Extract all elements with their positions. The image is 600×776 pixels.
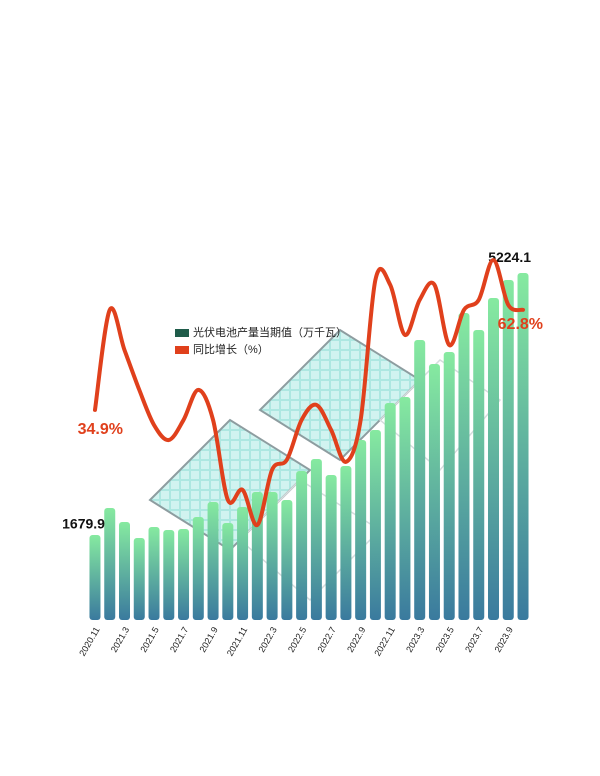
bar	[384, 402, 396, 620]
data-label: 1679.9	[62, 516, 105, 532]
bar	[340, 465, 352, 620]
legend-label: 光伏电池产量当期值（万千瓦）	[193, 325, 347, 339]
bar	[458, 312, 470, 620]
bar	[310, 459, 322, 620]
x-tick-label: 2021.11	[225, 625, 250, 658]
bar	[502, 280, 514, 620]
x-tick-label: 2022.5	[286, 625, 308, 654]
x-tick-label: 2022.3	[256, 625, 278, 654]
bar	[119, 521, 130, 620]
bar	[399, 397, 411, 620]
bar	[89, 535, 101, 620]
bar	[296, 470, 308, 620]
bar	[414, 340, 426, 620]
legend-label: 同比增长（%）	[193, 342, 269, 356]
x-tick-label: 2021.5	[138, 625, 160, 654]
x-tick-label: 2021.7	[168, 625, 190, 654]
bar	[325, 474, 337, 620]
bar	[266, 491, 278, 620]
bar	[222, 523, 234, 620]
x-tick-label: 2020.11	[77, 625, 102, 658]
x-tick-label: 2023.3	[404, 625, 426, 654]
bar	[104, 508, 116, 620]
x-tick-label: 2023.9	[493, 625, 515, 654]
bar	[163, 529, 175, 620]
bar	[488, 297, 499, 620]
bar	[517, 273, 529, 620]
bar	[133, 537, 145, 620]
bar	[443, 351, 455, 620]
x-tick-label: 2022.11	[372, 625, 397, 658]
bar	[355, 440, 367, 620]
data-label: 62.8%	[498, 316, 543, 333]
bar	[148, 527, 160, 620]
data-label: 34.9%	[78, 421, 123, 438]
bar	[192, 516, 204, 620]
bar	[237, 506, 249, 620]
bar	[428, 363, 440, 620]
bar	[281, 499, 293, 620]
line	[92, 258, 526, 527]
bar	[178, 529, 190, 620]
x-tick-label: 2021.9	[197, 625, 219, 654]
bar	[473, 329, 485, 620]
legend-swatch	[175, 329, 189, 337]
x-tick-label: 2023.7	[463, 625, 485, 654]
bar	[207, 501, 219, 620]
data-label: 5224.1	[488, 249, 531, 265]
bar	[369, 429, 381, 620]
x-tick-label: 2023.5	[434, 625, 456, 654]
x-tick-label: 2022.7	[316, 625, 338, 654]
x-tick-label: 2022.9	[345, 625, 367, 654]
legend-swatch	[175, 346, 189, 354]
x-tick-label: 2021.3	[109, 625, 131, 654]
